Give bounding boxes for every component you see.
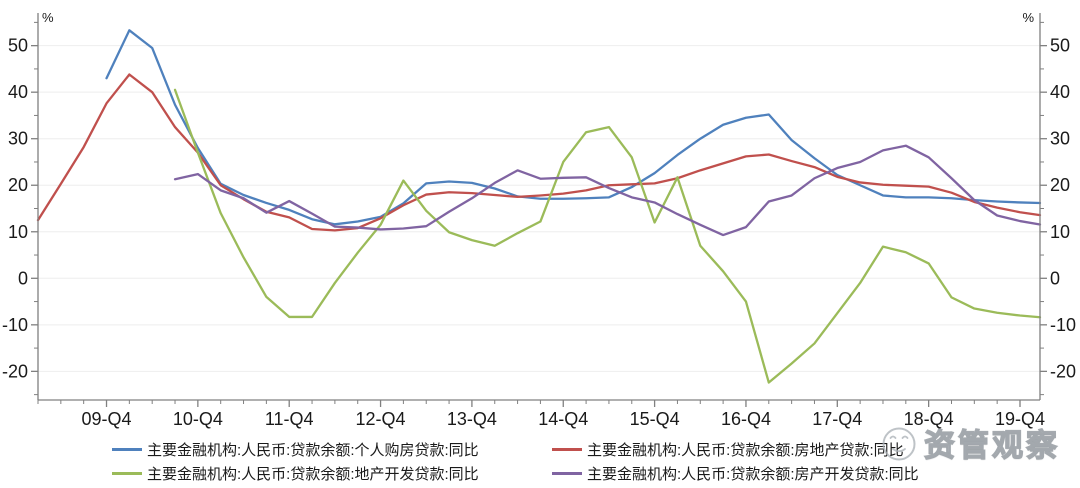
legend-swatch-green-line [112,471,142,475]
y-tick-label-right--20: -20 [1050,361,1076,381]
x-tick-label-11-Q4: 11-Q4 [265,409,314,429]
legend-swatch-blue-line [112,447,142,451]
y-tick-label-left-20: 20 [8,175,28,195]
legend-item-personal-home-loans: 主要金融机构:人民币:贷款余额:个人购房贷款:同比 [112,439,552,460]
x-tick-label-16-Q4: 16-Q4 [721,409,771,429]
legend-item-real-estate-loans: 主要金融机构:人民币:贷款余额:房地产贷款:同比 [552,439,904,460]
legend-row-2: 主要金融机构:人民币:贷款余额:地产开发贷款:同比 主要金融机构:人民币:贷款余… [112,461,919,485]
legend-label-housing-development-loans: 主要金融机构:人民币:贷款余额:房产开发贷款:同比 [587,465,919,483]
y-tick-label-right--10: -10 [1050,315,1076,335]
series-line-3 [173,144,1042,237]
legend-swatch-purple-line [552,471,582,475]
y-tick-label-right-20: 20 [1050,175,1070,195]
legend-label-real-estate-loans: 主要金融机构:人民币:贷款余额:房地产贷款:同比 [587,441,904,459]
y-tick-label-left-30: 30 [8,129,28,149]
y-tick-label-right-40: 40 [1050,82,1070,102]
y-tick-label-left-10: 10 [8,222,28,242]
legend-row-1: 主要金融机构:人民币:贷款余额:个人购房贷款:同比 主要金融机构:人民币:贷款余… [112,437,919,461]
legend-item-housing-development-loans: 主要金融机构:人民币:贷款余额:房产开发贷款:同比 [552,463,919,484]
y-tick-label-right-30: 30 [1050,129,1070,149]
legend-swatch-red-line [552,447,582,451]
x-tick-label-18-Q4: 18-Q4 [904,409,954,429]
y-tick-label-left-0: 0 [18,268,28,288]
x-tick-label-09-Q4: 09-Q4 [81,409,131,429]
y-tick-label-left--10: -10 [2,315,28,335]
y-tick-label-right-50: 50 [1050,36,1070,56]
x-tick-label-19-Q4: 19-Q4 [995,409,1045,429]
legend-item-land-development-loans: 主要金融机构:人民币:贷款余额:地产开发贷款:同比 [112,463,552,484]
x-tick-label-13-Q4: 13-Q4 [447,409,497,429]
legend-label-personal-home-loans: 主要金融机构:人民币:贷款余额:个人购房贷款:同比 [147,441,479,459]
series-line-2 [173,88,1042,384]
x-tick-label-14-Q4: 14-Q4 [538,409,588,429]
y-axis-unit-left: % [42,10,54,25]
x-tick-label-17-Q4: 17-Q4 [812,409,862,429]
x-tick-label-10-Q4: 10-Q4 [173,409,223,429]
y-tick-label-left--20: -20 [2,361,28,381]
y-tick-label-left-40: 40 [8,82,28,102]
series-line-0 [105,29,1042,226]
x-tick-label-12-Q4: 12-Q4 [356,409,406,429]
x-tick-label-15-Q4: 15-Q4 [630,409,680,429]
legend-label-land-development-loans: 主要金融机构:人民币:贷款余额:地产开发贷款:同比 [147,465,479,483]
series-line-1 [36,73,1042,232]
y-axis-unit-right: % [1022,10,1034,25]
chart-legend: 主要金融机构:人民币:贷款余额:个人购房贷款:同比 主要金融机构:人民币:贷款余… [112,437,919,485]
y-tick-label-right-10: 10 [1050,222,1070,242]
y-tick-label-right-0: 0 [1050,268,1060,288]
y-tick-label-left-50: 50 [8,36,28,56]
